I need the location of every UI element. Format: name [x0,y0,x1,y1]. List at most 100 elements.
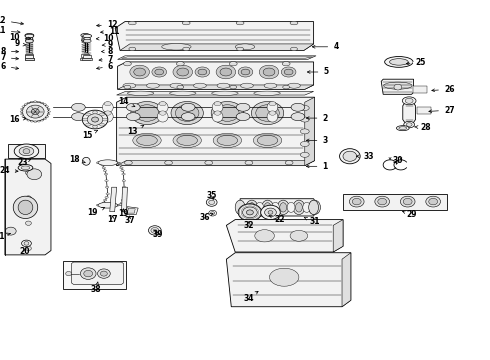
Ellipse shape [384,82,412,89]
Ellipse shape [182,21,190,25]
Ellipse shape [30,121,33,122]
Ellipse shape [283,85,290,89]
Ellipse shape [122,173,125,175]
Text: 5: 5 [307,68,328,77]
Ellipse shape [267,102,278,113]
Ellipse shape [402,97,416,105]
Ellipse shape [25,33,34,37]
Ellipse shape [159,111,166,115]
Ellipse shape [24,118,27,120]
Polygon shape [240,199,316,216]
Ellipse shape [206,198,217,206]
Ellipse shape [267,111,278,122]
Ellipse shape [83,39,91,43]
Text: 28: 28 [415,123,431,132]
Ellipse shape [18,200,33,215]
Ellipse shape [83,34,92,38]
Ellipse shape [106,193,109,195]
Ellipse shape [133,133,161,148]
Ellipse shape [198,69,207,75]
Ellipse shape [128,21,136,25]
Ellipse shape [281,67,296,77]
Ellipse shape [378,198,387,205]
Ellipse shape [147,83,159,88]
Ellipse shape [25,39,33,42]
Polygon shape [118,56,316,59]
Ellipse shape [72,113,85,121]
Ellipse shape [269,102,276,106]
Ellipse shape [31,109,39,114]
Text: 18: 18 [69,154,85,163]
Ellipse shape [99,204,102,206]
Ellipse shape [124,85,131,89]
Ellipse shape [263,68,275,76]
Ellipse shape [155,69,164,75]
Ellipse shape [103,170,107,171]
Ellipse shape [175,105,199,121]
Polygon shape [72,262,123,284]
Ellipse shape [404,121,415,128]
Ellipse shape [157,111,168,122]
Ellipse shape [115,162,119,163]
Text: 23: 23 [17,158,31,167]
Text: 16: 16 [9,115,26,124]
Ellipse shape [256,202,264,212]
Ellipse shape [340,149,360,164]
Polygon shape [122,57,313,58]
Text: 14: 14 [118,97,135,107]
Ellipse shape [102,118,107,121]
Ellipse shape [230,85,237,89]
Ellipse shape [243,207,257,218]
Text: 12: 12 [0,15,24,25]
Text: 38: 38 [91,282,101,294]
Polygon shape [333,220,343,252]
Ellipse shape [399,127,407,130]
Polygon shape [117,97,315,166]
Ellipse shape [268,211,273,214]
Text: 8: 8 [101,46,113,55]
Ellipse shape [120,204,123,206]
Ellipse shape [183,47,190,51]
Ellipse shape [100,204,104,206]
Ellipse shape [248,203,255,212]
Ellipse shape [122,186,126,188]
Text: 6: 6 [0,62,19,71]
Ellipse shape [21,113,24,115]
Ellipse shape [98,162,102,164]
Polygon shape [226,220,343,252]
Ellipse shape [126,113,140,121]
Ellipse shape [121,202,124,204]
Ellipse shape [264,83,277,88]
Ellipse shape [46,116,49,117]
FancyBboxPatch shape [413,86,427,93]
Ellipse shape [126,103,140,111]
Ellipse shape [265,208,276,217]
Ellipse shape [81,33,90,37]
Ellipse shape [122,180,125,181]
Ellipse shape [159,102,166,106]
Text: 12: 12 [97,20,117,29]
Ellipse shape [20,111,23,112]
Text: 3: 3 [306,136,328,145]
Ellipse shape [26,37,33,40]
Ellipse shape [82,110,108,129]
Ellipse shape [118,162,121,164]
Ellipse shape [212,111,223,122]
Ellipse shape [236,21,244,25]
Ellipse shape [93,125,98,128]
Ellipse shape [195,67,210,77]
Ellipse shape [213,133,242,148]
Ellipse shape [116,162,119,164]
Ellipse shape [117,204,121,206]
Ellipse shape [291,113,305,121]
Ellipse shape [123,62,131,66]
Ellipse shape [44,104,47,105]
Polygon shape [305,97,315,166]
Polygon shape [118,62,314,89]
Ellipse shape [216,65,236,79]
Ellipse shape [177,135,197,145]
Ellipse shape [291,103,305,111]
FancyBboxPatch shape [24,58,34,60]
Ellipse shape [22,240,31,247]
Ellipse shape [177,68,189,76]
